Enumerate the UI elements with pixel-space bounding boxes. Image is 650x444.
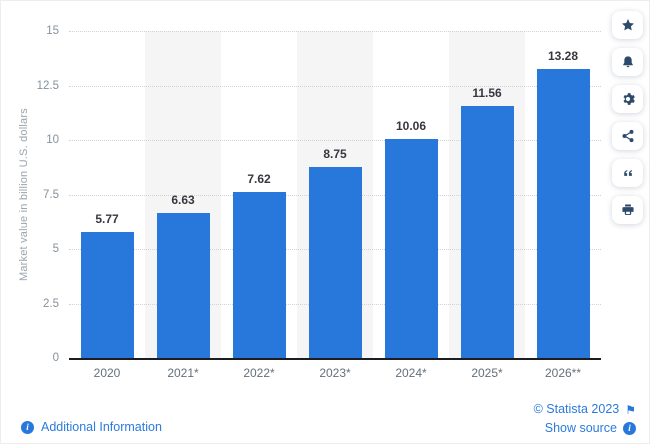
gridline — [69, 140, 601, 141]
chart-toolbar — [612, 11, 643, 224]
x-axis-labels: 2020 2021* 2022* 2023* 2024* 2025* 2026** — [69, 366, 601, 382]
share-button[interactable] — [612, 122, 643, 150]
bar-value-label: 11.56 — [472, 86, 502, 100]
gridline — [69, 31, 601, 32]
notifications-button[interactable] — [612, 48, 643, 76]
bar[interactable] — [384, 138, 438, 358]
y-tick-label: 10 — [46, 134, 59, 146]
bar[interactable] — [460, 106, 514, 358]
info-icon: i — [623, 422, 636, 435]
bar[interactable] — [80, 232, 134, 358]
bar-value-label: 13.28 — [547, 48, 579, 63]
settings-button[interactable] — [612, 85, 643, 113]
y-tick-label: 5 — [52, 243, 59, 255]
bar[interactable] — [308, 167, 362, 358]
x-axis-label: 2022* — [243, 366, 275, 380]
bar[interactable] — [536, 68, 590, 358]
print-button[interactable] — [612, 196, 643, 224]
cite-button[interactable] — [612, 159, 643, 187]
x-axis-label: 2020 — [93, 366, 121, 380]
additional-information-link[interactable]: i Additional Information — [21, 420, 162, 434]
additional-information-label: Additional Information — [41, 420, 162, 434]
x-axis-label: 2026** — [544, 366, 582, 380]
y-tick-label: 15 — [46, 25, 59, 37]
y-tick-label: 0 — [52, 352, 59, 364]
bar[interactable] — [232, 191, 286, 358]
x-axis-label: 2023* — [319, 366, 351, 380]
y-axis-ticks: 0 2.5 5 7.5 10 12.5 15 — [1, 25, 59, 364]
footer-source-block: © Statista 2023 ⚑ Show source i — [534, 400, 636, 438]
gridline — [69, 85, 601, 87]
show-source-link[interactable]: Show source i — [534, 419, 636, 438]
y-tick-label: 7.5 — [43, 188, 59, 201]
info-icon: i — [21, 420, 34, 434]
printer-icon — [621, 203, 635, 217]
x-axis-label: 2021* — [167, 366, 199, 380]
bar-value-label: 7.62 — [247, 171, 271, 186]
bar-value-label: 6.63 — [171, 193, 195, 208]
y-tick-label: 12.5 — [36, 79, 59, 92]
bell-icon — [621, 55, 635, 69]
bar-value-label: 5.77 — [95, 212, 119, 227]
plot-area: 5.77 6.63 7.62 8.75 10.06 11.56 13.28 — [69, 31, 601, 360]
gear-icon — [621, 92, 635, 106]
flag-icon: ⚑ — [625, 402, 636, 417]
quote-icon — [621, 166, 635, 180]
x-axis-label: 2025* — [471, 366, 503, 380]
favorite-button[interactable] — [612, 11, 643, 39]
share-icon — [621, 129, 635, 143]
y-tick-label: 2.5 — [43, 297, 59, 310]
bar[interactable] — [156, 213, 210, 358]
x-axis-label: 2024* — [395, 366, 427, 380]
copyright-row: © Statista 2023 ⚑ — [534, 400, 636, 419]
bar-value-label: 10.06 — [395, 118, 427, 133]
copyright-label: © Statista 2023 — [533, 402, 620, 416]
show-source-label: Show source — [544, 421, 617, 435]
bar-value-label: 8.75 — [323, 147, 347, 162]
star-icon — [621, 18, 635, 32]
